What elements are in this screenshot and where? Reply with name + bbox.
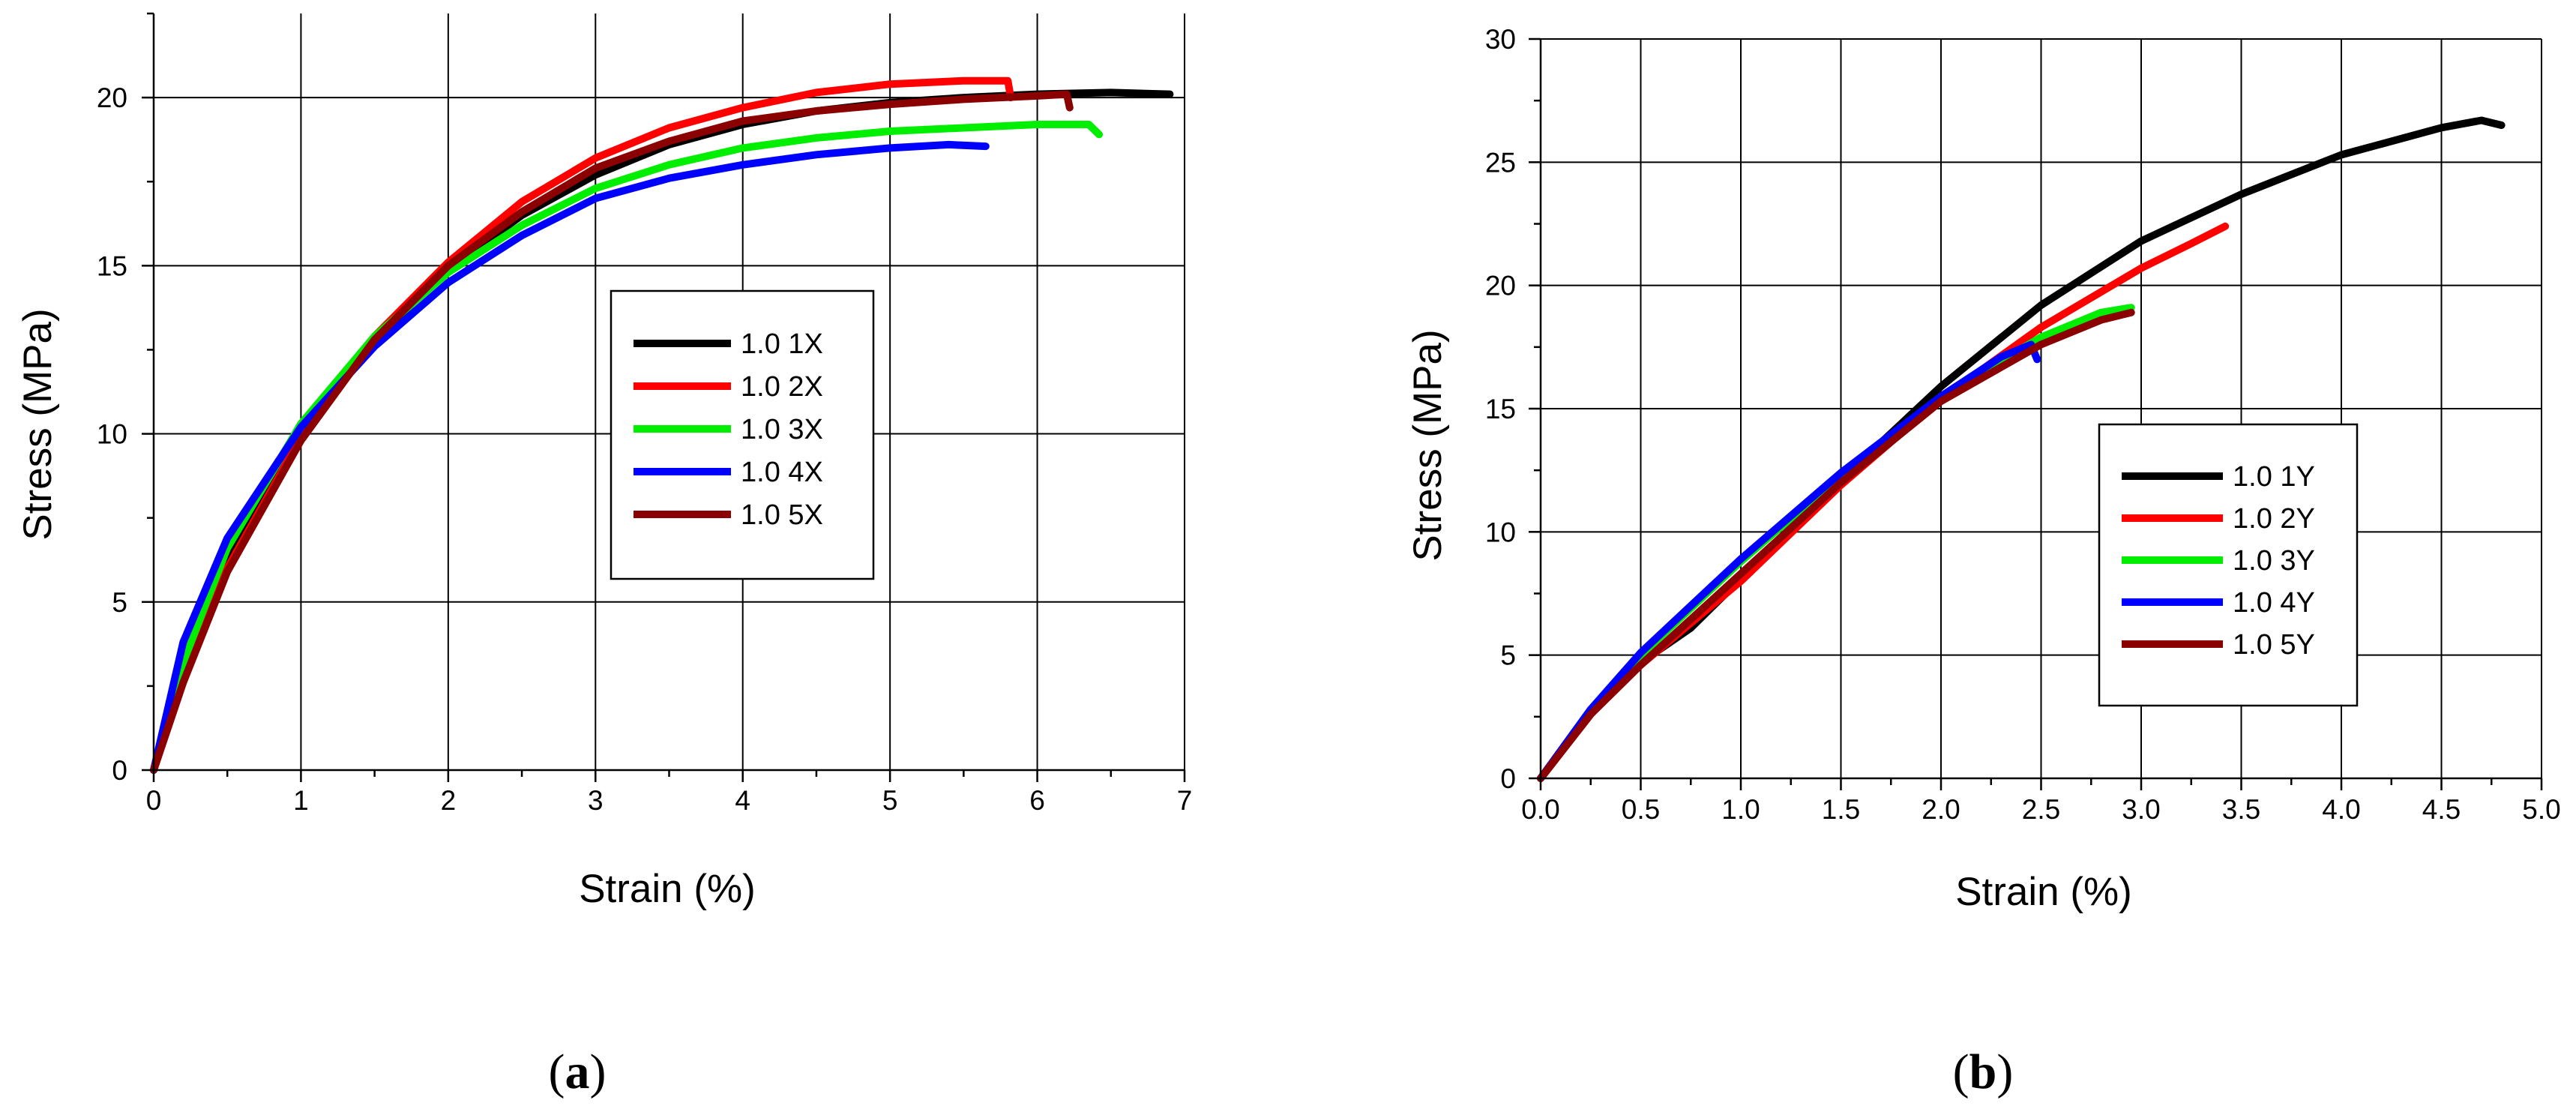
chart-a-legend-label: 1.0 3X <box>741 414 823 445</box>
chart-a-x-tick-label: 1 <box>293 785 309 816</box>
chart-a-legend-label: 1.0 2X <box>741 371 823 403</box>
chart-b-x-tick-label: 2.5 <box>2022 794 2060 825</box>
chart-b-y-tick-label: 10 <box>1485 517 1516 547</box>
chart-a-x-tick-label: 4 <box>735 785 750 816</box>
chart-a-legend-box <box>610 289 875 580</box>
chart-a-series <box>150 76 1174 774</box>
chart-a: 0 1 2 3 4 5 6 7 0 5 10 15 20 Strain (%) Stress (MPa… <box>16 12 1193 911</box>
chart-a-legend-label: 1.0 5X <box>741 499 823 531</box>
chart-a-y-axis-title: Stress (MPa) <box>16 308 60 540</box>
chart-a-x-tick-label: 7 <box>1177 785 1193 816</box>
chart-a-x-tick-label: 0 <box>146 785 162 816</box>
chart-b-series <box>1537 116 2506 782</box>
chart-b-x-tick-label: 3.5 <box>2222 794 2260 825</box>
chart-a-x-tick-label: 3 <box>588 785 604 816</box>
chart-b-x-tick-label: 1.0 <box>1721 794 1760 825</box>
chart-b-x-tick-label: 2.0 <box>1922 794 1960 825</box>
chart-b-y-tick-label: 0 <box>1500 763 1516 794</box>
chart-b-legend: 1.0 1Y 1.0 2Y 1.0 3Y 1.0 4Y 1.0 5Y <box>2098 423 2359 707</box>
chart-b-y-tick-label: 30 <box>1485 24 1516 55</box>
chart-b-legend-label: 1.0 1Y <box>2233 461 2315 493</box>
chart-b-x-tick-label: 0.5 <box>1622 794 1660 825</box>
chart-b-legend-label: 1.0 5Y <box>2233 629 2315 661</box>
chart-b-legend-label: 1.0 4Y <box>2233 587 2315 619</box>
chart-b-x-tick-label: 5.0 <box>2522 794 2560 825</box>
panel-label-b: (b) <box>1953 1045 2014 1099</box>
chart-b-axes <box>1529 37 2543 790</box>
chart-a-x-tick-label: 6 <box>1029 785 1045 816</box>
chart-a-y-tick-label: 20 <box>97 82 127 113</box>
chart-a-x-tick-labels: 0 1 2 3 4 5 6 7 <box>146 785 1193 816</box>
chart-b-y-tick-label: 15 <box>1485 394 1516 424</box>
chart-b-x-tick-label: 1.5 <box>1822 794 1860 825</box>
chart-b-x-tick-label: 4.5 <box>2422 794 2461 825</box>
chart-b-y-axis-title: Stress (MPa) <box>1406 329 1450 561</box>
chart-b-legend-label: 1.0 3Y <box>2233 545 2315 577</box>
chart-b-legend-label: 1.0 2Y <box>2233 503 2315 535</box>
chart-b-x-tick-labels: 0.0 0.5 1.0 1.5 2.0 2.5 3.0 3.5 4.0 4.5 5.0 <box>1521 794 2560 825</box>
chart-a-y-tick-label: 0 <box>112 755 127 786</box>
chart-a-y-tick-labels: 0 5 10 15 20 <box>97 82 127 786</box>
chart-b-y-tick-label: 25 <box>1485 147 1516 178</box>
chart-b-legend-box <box>2098 423 2359 707</box>
chart-b-x-tick-label: 4.0 <box>2322 794 2360 825</box>
chart-b-x-tick-label: 3.0 <box>2122 794 2160 825</box>
chart-a-x-axis-title: Strain (%) <box>579 867 756 911</box>
panel-label-a-letter: a <box>565 1045 590 1099</box>
chart-b: 0.0 0.5 1.0 1.5 2.0 2.5 3.0 3.5 4.0 4.5 5.0 0 5 10 15… <box>1406 24 2561 914</box>
chart-b-series-line <box>1537 308 2135 782</box>
panel-label-b-letter: b <box>1969 1045 1997 1099</box>
chart-a-axes <box>142 12 1186 782</box>
chart-b-y-tick-labels: 0 5 10 15 20 25 30 <box>1485 24 1516 794</box>
chart-a-y-tick-label: 10 <box>97 419 127 450</box>
chart-a-series-line <box>150 90 1074 774</box>
chart-a-y-tick-label: 5 <box>112 587 127 618</box>
chart-b-y-tick-label: 5 <box>1500 640 1516 671</box>
chart-b-x-tick-label: 0.0 <box>1521 794 1559 825</box>
panel-label-a: (a) <box>549 1045 607 1099</box>
chart-a-y-tick-label: 15 <box>97 250 127 281</box>
chart-a-x-tick-label: 2 <box>441 785 457 816</box>
chart-a-legend-label: 1.0 4X <box>741 457 823 488</box>
chart-a-series-line <box>150 140 990 774</box>
chart-a-x-tick-label: 5 <box>882 785 898 816</box>
chart-b-x-axis-title: Strain (%) <box>1955 870 2132 914</box>
chart-a-legend: 1.0 1X 1.0 2X 1.0 3X 1.0 4X 1.0 5X <box>610 289 875 580</box>
chart-b-y-tick-label: 20 <box>1485 271 1516 301</box>
chart-b-series-line <box>1537 340 2041 782</box>
chart-a-legend-label: 1.0 1X <box>741 328 823 360</box>
